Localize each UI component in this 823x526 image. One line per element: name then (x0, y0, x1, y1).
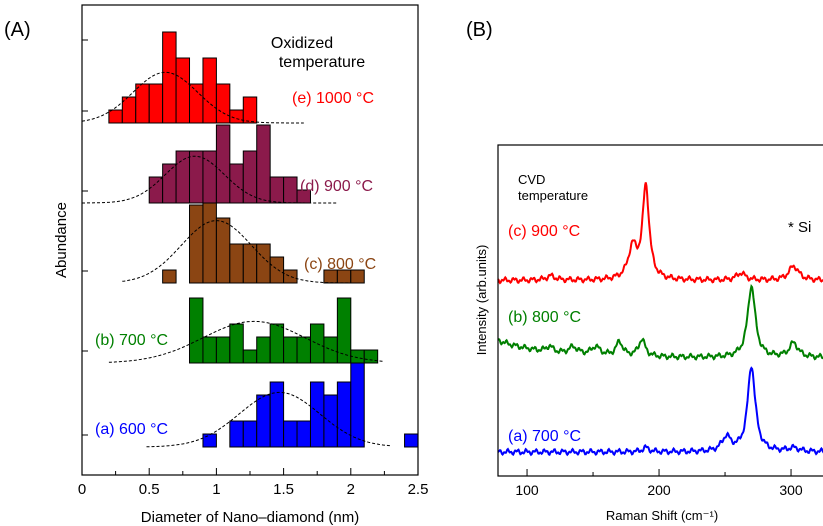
series-label-b: (c) 900 °C (508, 223, 580, 240)
histogram-bar (323, 336, 338, 364)
x-tick-label-a: 0 (78, 481, 86, 498)
x-tick-label-a: 1 (212, 481, 220, 498)
histogram-bar (202, 57, 217, 124)
x-tick-label-a: 0.5 (139, 481, 160, 498)
series-label-a: (a) 600 °C (95, 421, 168, 438)
histogram-bar (404, 433, 419, 448)
spectrum-line (497, 283, 823, 361)
histogram-bar (162, 163, 177, 204)
histogram-bar (296, 336, 311, 364)
series-label-b: (b) 800 °C (508, 309, 581, 326)
annotation-line-1-a: Oxidized (271, 35, 333, 52)
histogram-bar (309, 381, 325, 448)
si-peak-marker: * Si (788, 219, 811, 236)
plot-frame-b (497, 144, 823, 477)
histogram-bar (189, 83, 204, 124)
histogram-bar (283, 269, 298, 284)
histogram-bar (135, 83, 150, 124)
histogram-bar (256, 394, 271, 448)
histogram-bar (189, 204, 204, 284)
histogram-bar (350, 355, 365, 448)
spectra-plot: (a) 700 °C (b) 800 °C (c) 900 °C (497, 182, 823, 457)
histogram-bar (175, 57, 191, 124)
x-tick-label-b: 200 (647, 482, 671, 498)
histogram-bar (215, 124, 231, 204)
annotation-line-1-b: CVD (518, 172, 545, 187)
histogram-bar (242, 420, 258, 448)
histogram-bar (229, 420, 244, 448)
histogram-bar (336, 381, 352, 448)
panel-a-label: (A) (4, 19, 31, 41)
series-label-a: (c) 800 °C (304, 256, 376, 273)
y-axis-label-a: Abundance (53, 202, 70, 278)
histogram-bar (256, 336, 271, 364)
x-tick-label-a: 2 (347, 481, 355, 498)
histogram-bar (229, 163, 244, 204)
x-tick-label-b: 100 (515, 482, 539, 498)
series-label-a: (d) 900 °C (300, 178, 373, 195)
histogram-bar (363, 349, 379, 364)
histogram-bar (108, 109, 123, 124)
histogram-bar (350, 269, 365, 284)
series-label-b: (a) 700 °C (508, 428, 581, 445)
histogram-bar (323, 394, 338, 448)
y-axis-label-b: Intensity (arb.units) (474, 245, 489, 356)
histogram-bar (148, 176, 164, 204)
annotation-line-2-a: temperature (279, 54, 365, 71)
histogram-bar (336, 297, 352, 364)
histogram-bar (215, 336, 231, 364)
panel-b-label: (B) (466, 19, 493, 41)
histogram-bar (256, 243, 271, 284)
histogram-bar (309, 323, 325, 364)
histogram-bar (189, 150, 204, 204)
gaussian-fit-curve (82, 155, 338, 204)
x-tick-label-b: 300 (779, 482, 803, 498)
plot-frame-a (81, 4, 419, 476)
histogram-bar (189, 297, 204, 364)
histogram-bar (175, 150, 191, 204)
x-axis-label-b: Raman Shift (cm⁻¹) (606, 508, 718, 523)
x-tick-label-a: 1.5 (273, 481, 294, 498)
series-label-a: (e) 1000 °C (292, 90, 374, 107)
histogram-bar (256, 124, 271, 204)
histogram-bar (215, 217, 231, 284)
gaussian-fit-curve (108, 320, 385, 363)
annotation-line-2-b: temperature (518, 188, 588, 203)
histogram-bar (283, 420, 298, 448)
gaussian-fit-curve (81, 71, 304, 124)
series-label-a: (b) 700 °C (95, 332, 168, 349)
x-axis-a: 0 0.5 1 1.5 2 2.5 (78, 39, 429, 498)
histogram-bar (229, 323, 244, 364)
histogram-bar (202, 336, 217, 364)
x-tick-label-a: 2.5 (408, 481, 429, 498)
histogram-bar (202, 433, 217, 448)
gaussian-fit-curve (122, 220, 358, 284)
histogram-bar (229, 243, 244, 284)
histogram-bar (269, 323, 285, 364)
gaussian-fit-curve (146, 391, 392, 448)
x-axis-label-a: Diameter of Nano–diamond (nm) (141, 509, 359, 526)
spectrum-line (497, 182, 823, 285)
x-axis-b: 100 200 300 (515, 469, 803, 498)
histogram-bar (148, 83, 164, 124)
histogram-bar (269, 256, 285, 284)
histogram-bar (242, 96, 258, 124)
histogram-bar (269, 176, 285, 204)
histogram-bar (269, 381, 285, 448)
histogram-bar (283, 336, 298, 364)
histogram-plot: (a) 600 °C (b) 700 °C (c) 800 °C (d) 900 °C… (81, 31, 419, 448)
histogram-bar (283, 176, 298, 204)
histogram-bar (296, 420, 311, 448)
histogram-bar (242, 243, 258, 284)
histogram-bar (162, 31, 177, 124)
spectrum-line (497, 366, 823, 457)
histogram-bar (242, 349, 258, 364)
histogram-bar (162, 269, 177, 284)
histogram-bar (215, 83, 231, 124)
